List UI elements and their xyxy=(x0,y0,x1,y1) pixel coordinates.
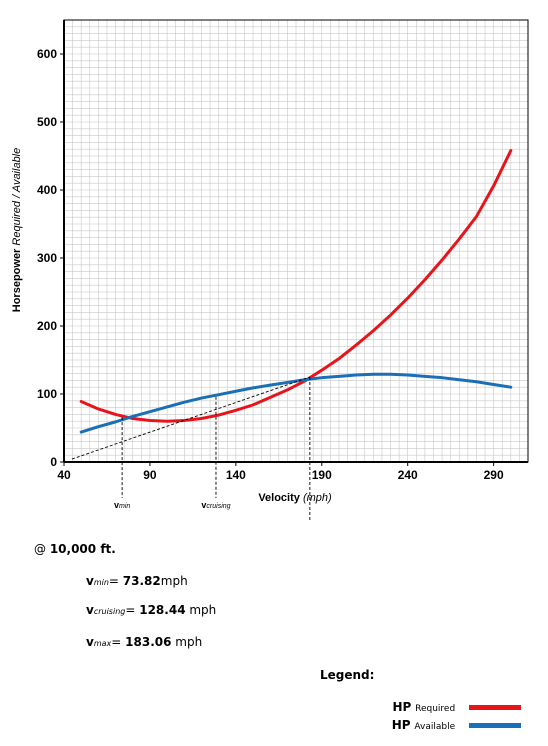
y-tick-label: 400 xyxy=(37,183,57,197)
result-vcruising-unit: mph xyxy=(185,603,217,617)
y-tick-label: 300 xyxy=(37,251,57,265)
result-vcruising: vcruising= 128.44 mph xyxy=(86,603,216,617)
result-vmax-symbol: v xyxy=(86,635,94,649)
legend-title: Legend: xyxy=(320,668,375,682)
series-line-available xyxy=(79,372,513,434)
marker-label-cruising: vcruising xyxy=(201,500,230,510)
result-vmin-symbol: v xyxy=(86,574,94,588)
legend-swatch-available xyxy=(469,723,521,728)
legend-item-available-hp: HP xyxy=(391,718,411,732)
result-vmax-unit: mph xyxy=(171,635,203,649)
altitude-prefix: @ xyxy=(34,542,50,556)
altitude-line: @ 10,000 ft. xyxy=(34,542,116,556)
result-vmin-value: 73.82 xyxy=(122,574,161,588)
result-vmin-unit: mph xyxy=(160,574,188,588)
y-axis-label: Horsepower Required / Available xyxy=(11,148,23,312)
result-vcruising-sep: = xyxy=(125,603,140,617)
legend-swatch-required xyxy=(469,705,521,710)
chart-markers: vminvcruisingvmax xyxy=(71,376,311,520)
result-vcruising-value: 128.44 xyxy=(139,603,186,617)
result-vmax-sub: max xyxy=(93,639,112,648)
result-vcruising-symbol: v xyxy=(86,603,94,617)
chart-series xyxy=(79,149,513,434)
result-vmax-sep: = xyxy=(111,635,126,649)
y-tick-label: 200 xyxy=(37,319,57,333)
tangent-line xyxy=(71,376,310,460)
chart: 40 90 140 190 240 290 0 100 200 300 400 500 600 vmin… xyxy=(11,19,529,520)
legend-item-available: HP Available xyxy=(392,718,521,732)
result-vmin-sub: min xyxy=(93,578,109,587)
series-line-required xyxy=(79,149,513,423)
y-tick-label: 0 xyxy=(50,455,57,469)
x-tick-label: 190 xyxy=(312,468,332,482)
altitude-value: 10,000 ft. xyxy=(49,542,116,556)
legend-item-required: HP Required xyxy=(392,700,521,714)
result-vmin-sep: = xyxy=(108,574,123,588)
x-tick-label: 90 xyxy=(143,468,157,482)
x-tick-label: 140 xyxy=(226,468,246,482)
legend-item-required-label: Required xyxy=(415,704,456,714)
legend-item-required-hp: HP xyxy=(392,700,412,714)
x-axis-label: Velocity (mph) xyxy=(258,492,332,504)
y-tick-label: 600 xyxy=(37,47,57,61)
x-tick-label: 40 xyxy=(57,468,71,482)
result-vcruising-sub: cruising xyxy=(93,607,126,616)
legend-item-available-label: Available xyxy=(414,722,456,732)
result-vmax: vmax= 183.06 mph xyxy=(86,635,202,649)
y-tick-label: 100 xyxy=(37,387,57,401)
marker-label-min: vmin xyxy=(114,500,130,510)
result-vmax-value: 183.06 xyxy=(125,635,172,649)
result-vmin: vmin= 73.82mph xyxy=(86,574,188,588)
x-tick-label: 240 xyxy=(398,468,418,482)
chart-axes: 40 90 140 190 240 290 0 100 200 300 400 500 600 xyxy=(37,19,529,482)
x-tick-label: 290 xyxy=(484,468,504,482)
y-tick-label: 500 xyxy=(37,115,57,129)
